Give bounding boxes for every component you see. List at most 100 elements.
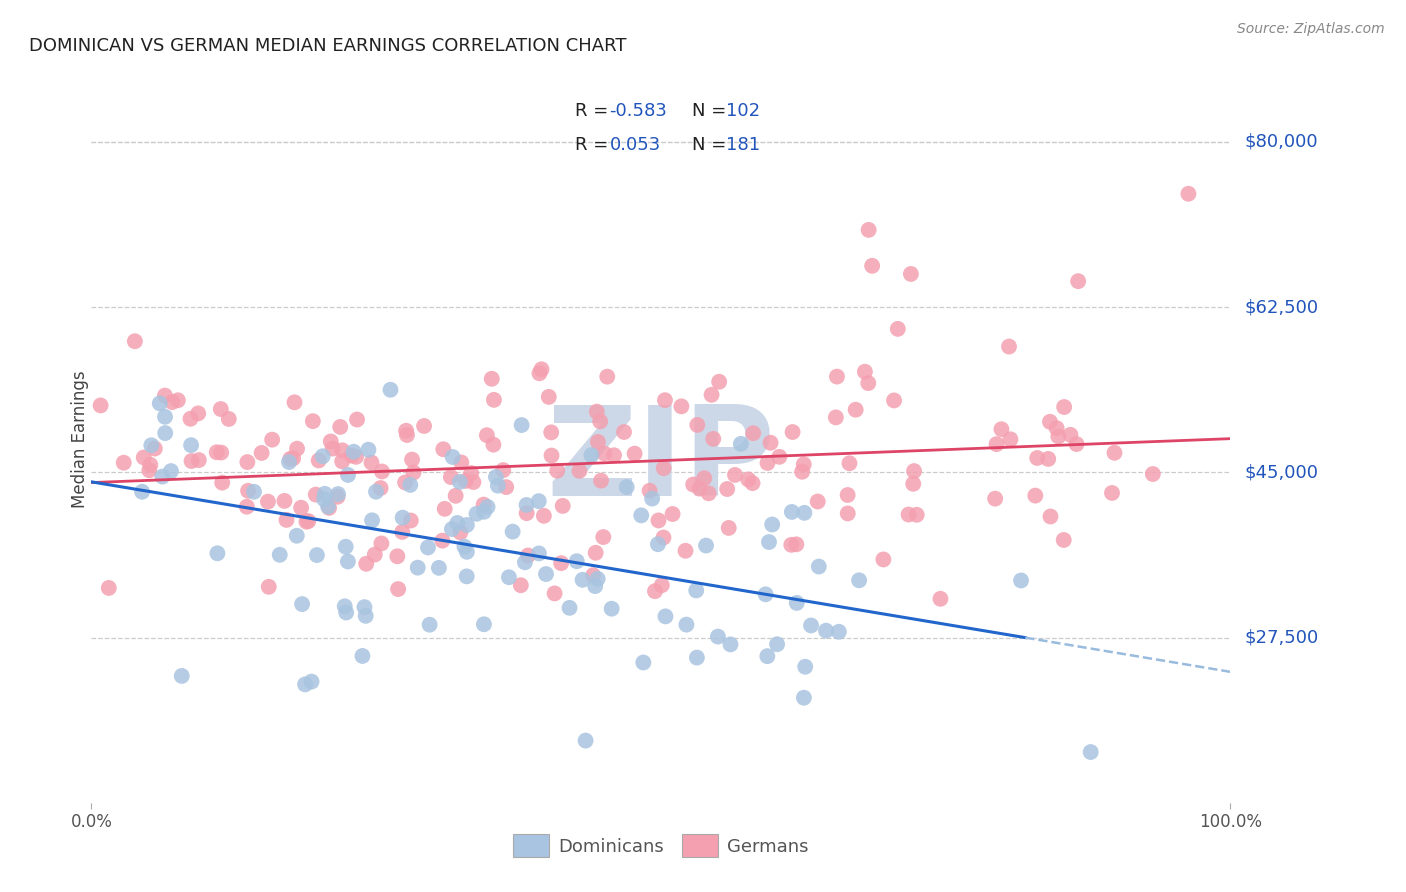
- Point: [837, 488, 859, 502]
- Point: [671, 400, 693, 414]
- Point: [1038, 451, 1060, 466]
- Point: [297, 514, 319, 528]
- Point: [693, 471, 716, 485]
- Point: [301, 674, 323, 689]
- Point: [828, 624, 851, 639]
- Point: [551, 499, 574, 513]
- Point: [454, 474, 477, 488]
- Point: [440, 470, 463, 484]
- Point: [285, 529, 308, 543]
- Point: [472, 505, 495, 519]
- Point: [312, 492, 335, 507]
- Point: [346, 412, 368, 426]
- Point: [180, 438, 202, 452]
- Point: [444, 489, 467, 503]
- Text: R =: R =: [575, 102, 614, 120]
- Point: [370, 536, 392, 550]
- Point: [441, 450, 464, 464]
- Point: [600, 601, 623, 615]
- Point: [685, 583, 707, 598]
- Point: [218, 412, 240, 426]
- Point: [730, 437, 752, 451]
- Text: 181: 181: [725, 136, 759, 154]
- Point: [903, 476, 925, 491]
- Text: 0.053: 0.053: [610, 136, 661, 154]
- Point: [394, 475, 416, 490]
- Point: [517, 549, 540, 563]
- Point: [316, 500, 339, 514]
- Point: [160, 464, 183, 478]
- Point: [807, 559, 830, 574]
- Point: [872, 552, 894, 566]
- Point: [391, 524, 413, 539]
- Point: [652, 531, 675, 545]
- Point: [276, 513, 298, 527]
- Point: [527, 494, 550, 508]
- Point: [686, 650, 709, 665]
- Point: [472, 498, 495, 512]
- Point: [236, 500, 259, 514]
- Point: [540, 425, 562, 440]
- Point: [141, 438, 163, 452]
- Point: [450, 455, 472, 469]
- Point: [720, 637, 742, 651]
- Point: [406, 560, 429, 574]
- Point: [360, 456, 382, 470]
- Point: [897, 508, 920, 522]
- Text: $62,500: $62,500: [1244, 298, 1319, 316]
- Point: [581, 448, 603, 462]
- Point: [308, 453, 330, 467]
- Point: [160, 395, 183, 409]
- Text: N =: N =: [692, 102, 731, 120]
- Point: [352, 648, 374, 663]
- Point: [295, 515, 318, 529]
- Point: [1177, 186, 1199, 201]
- Point: [290, 500, 312, 515]
- Point: [343, 444, 366, 458]
- Point: [717, 521, 740, 535]
- Point: [716, 482, 738, 496]
- Point: [335, 606, 357, 620]
- Point: [786, 596, 808, 610]
- Point: [689, 482, 711, 496]
- Point: [207, 546, 229, 560]
- Point: [250, 446, 273, 460]
- Point: [1024, 489, 1046, 503]
- Point: [209, 402, 232, 417]
- Point: [644, 584, 666, 599]
- Point: [860, 259, 883, 273]
- Point: [1039, 509, 1062, 524]
- Point: [380, 383, 402, 397]
- Legend: Dominicans, Germans: Dominicans, Germans: [503, 825, 818, 866]
- Point: [314, 487, 336, 501]
- Point: [845, 402, 868, 417]
- Point: [793, 690, 815, 705]
- Point: [1053, 400, 1076, 414]
- Point: [661, 507, 683, 521]
- Point: [170, 669, 193, 683]
- Point: [686, 417, 709, 432]
- Point: [742, 426, 765, 441]
- Point: [537, 390, 560, 404]
- Point: [887, 322, 910, 336]
- Point: [603, 448, 626, 462]
- Point: [257, 580, 280, 594]
- Point: [516, 506, 538, 520]
- Point: [305, 487, 328, 501]
- Point: [903, 464, 925, 478]
- Point: [702, 432, 724, 446]
- Point: [756, 456, 779, 470]
- Point: [652, 461, 675, 475]
- Point: [498, 570, 520, 584]
- Point: [97, 581, 120, 595]
- Point: [502, 524, 524, 539]
- Point: [807, 494, 830, 508]
- Point: [354, 608, 377, 623]
- Point: [395, 428, 418, 442]
- Point: [477, 500, 499, 514]
- Point: [236, 483, 259, 498]
- Point: [387, 582, 409, 596]
- Point: [305, 548, 328, 562]
- Point: [322, 442, 344, 456]
- Point: [515, 498, 537, 512]
